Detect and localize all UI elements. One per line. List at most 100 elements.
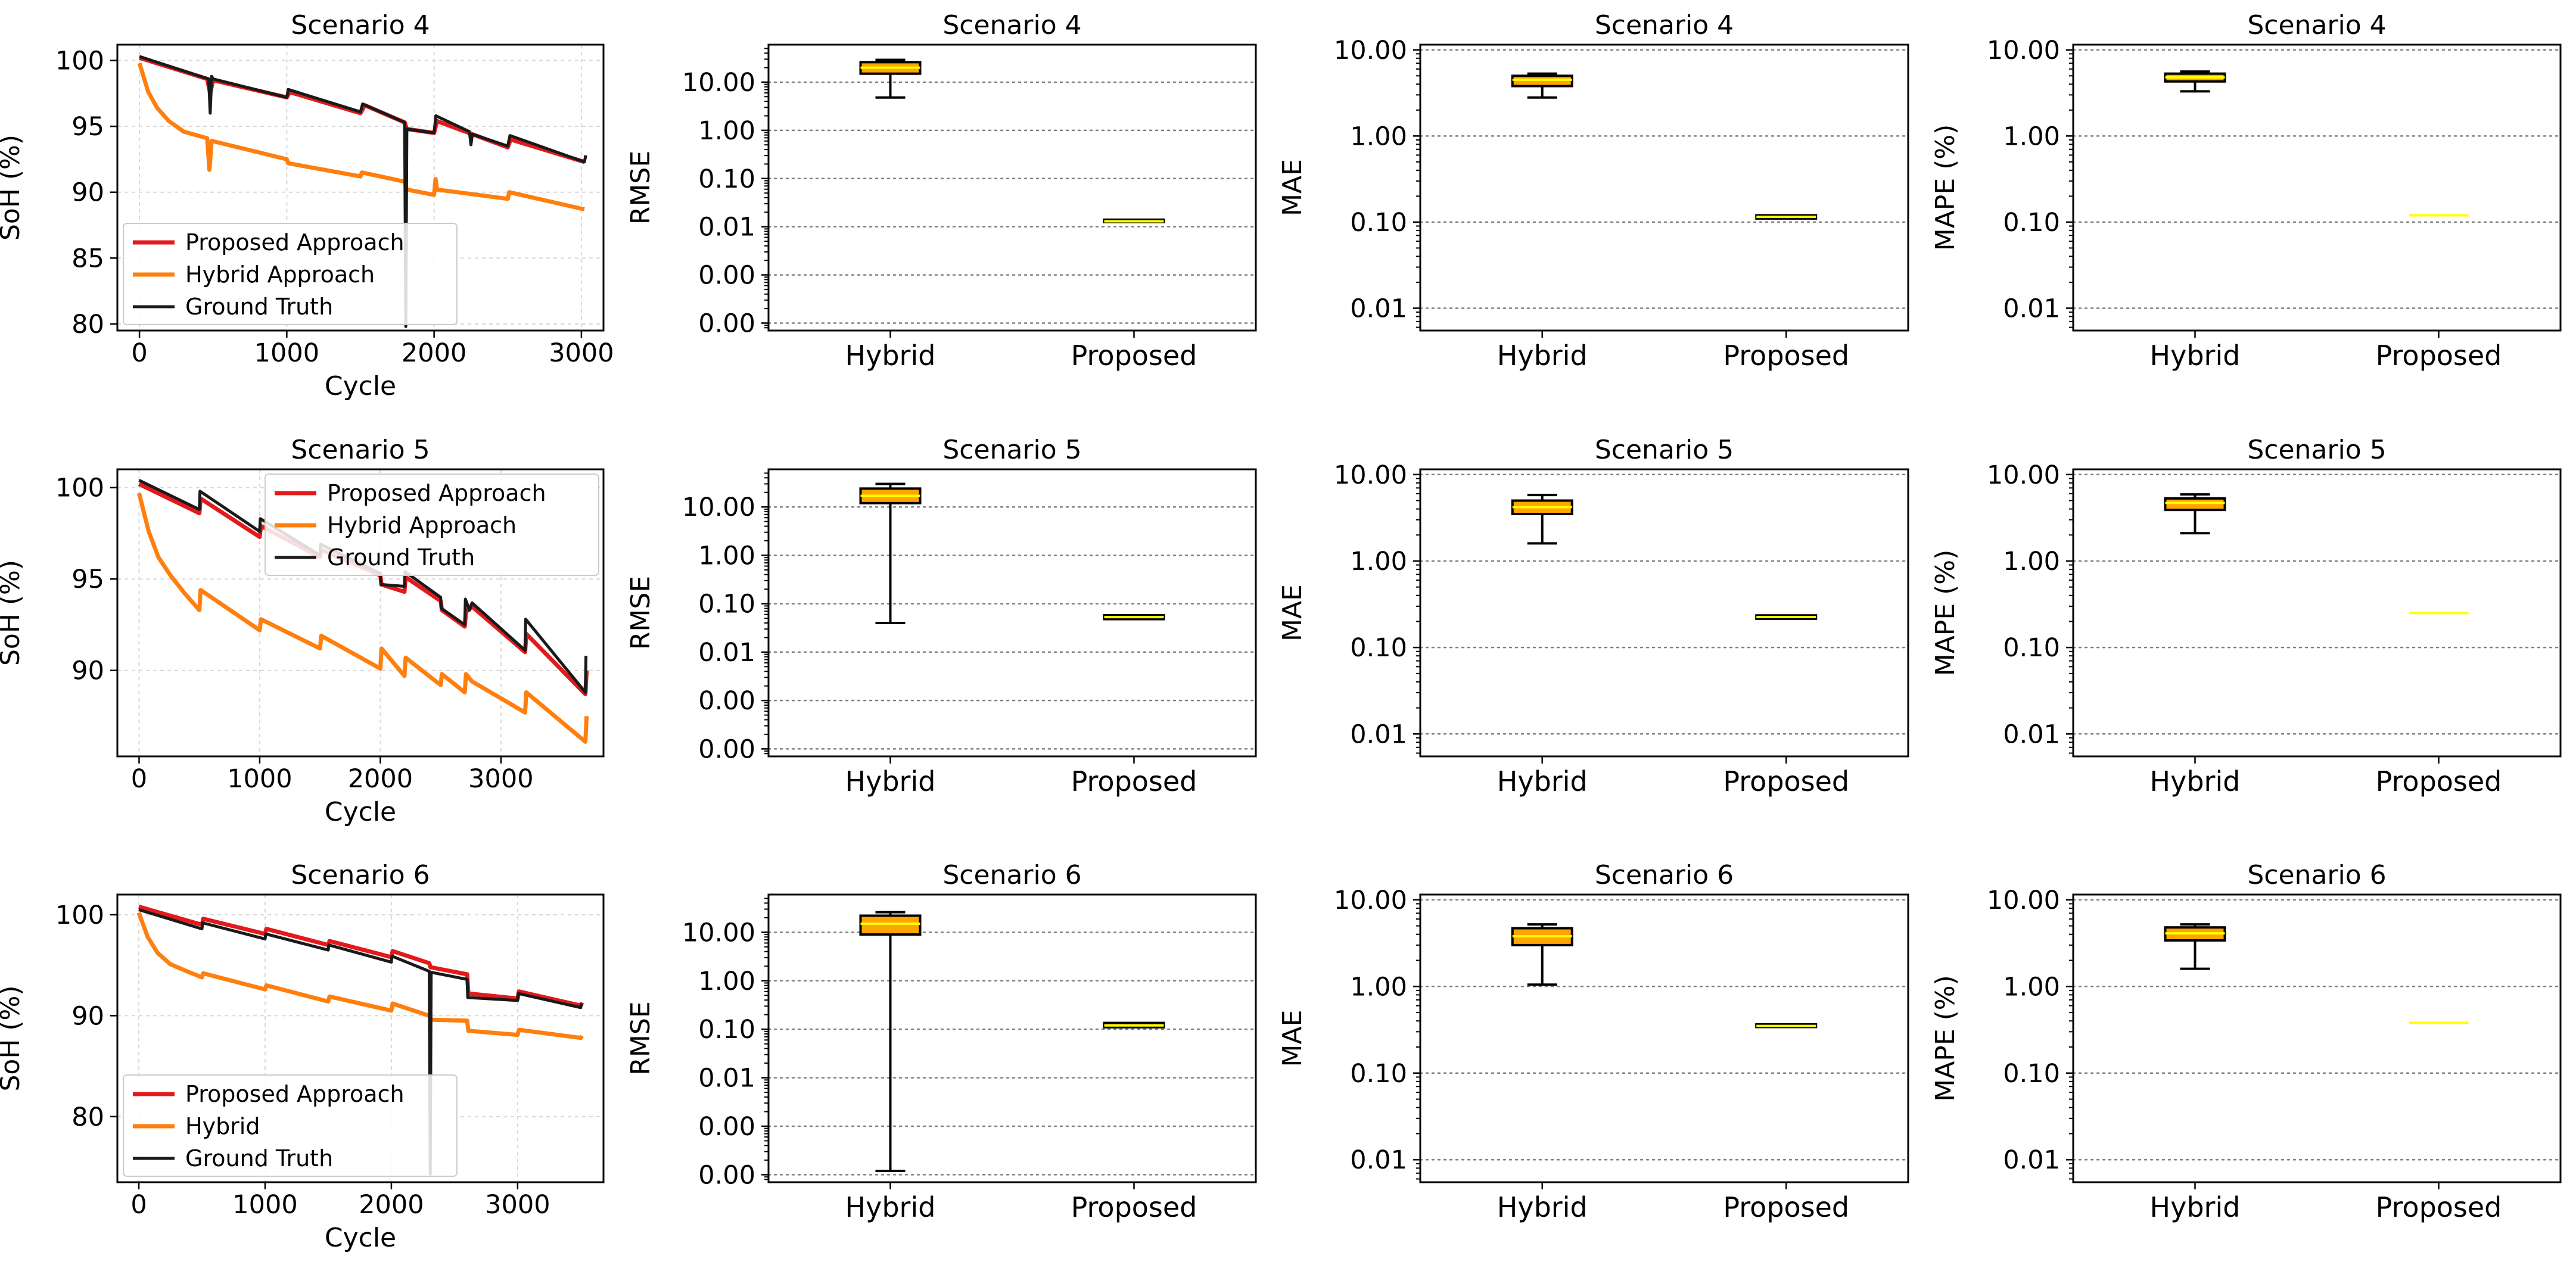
- y-tick-label: 10.00: [682, 918, 755, 948]
- plot-frame: [116, 893, 605, 1183]
- subplot-10: Scenario 4 MAPE (%) 10.00 1.00 0.10 0.01 Hybri…: [1930, 10, 2562, 372]
- y-tick-label: 0.01: [1350, 294, 1407, 323]
- plot-frame: [1419, 893, 1909, 1183]
- x-tick-label: 0: [130, 1190, 147, 1220]
- plot-frame: [767, 893, 1257, 1183]
- grid: [767, 81, 1257, 324]
- y-tick-label: 10.00: [682, 493, 755, 522]
- y-axis-label: MAE: [1277, 1010, 1308, 1067]
- y-tick-label: 0.10: [1350, 1059, 1407, 1089]
- x-tick-label: Proposed: [1071, 1191, 1197, 1223]
- subplot-title: Scenario 5: [2247, 435, 2386, 465]
- y-tick-label: 0.00: [698, 1112, 755, 1142]
- x-tick-label: 1000: [227, 764, 292, 794]
- legend-label: Proposed Approach: [185, 229, 405, 256]
- y-tick-label: 100: [55, 46, 104, 76]
- y-tick-label: 95: [71, 565, 104, 594]
- x-tick-label: 1000: [254, 338, 319, 368]
- legend-box: [123, 1074, 458, 1177]
- x-tick-label: 0: [131, 338, 147, 368]
- subplot-title: Scenario 5: [1595, 435, 1734, 465]
- y-axis-label: MAE: [1277, 584, 1308, 641]
- legend-box: [123, 223, 458, 325]
- x-tick-label: Hybrid: [2150, 1191, 2241, 1223]
- y-axis-label: RMSE: [626, 151, 656, 225]
- plot-frame: [767, 468, 1257, 758]
- legend-label: Hybrid Approach: [185, 261, 375, 288]
- y-tick-label: 0.10: [2003, 633, 2060, 663]
- y-tick-label: 0.00: [698, 309, 755, 338]
- box-proposed: [1103, 613, 1165, 621]
- y-tick-label: 1.00: [2003, 547, 2060, 577]
- y-tick-label: 1.00: [698, 116, 755, 146]
- legend-label: Hybrid: [185, 1113, 260, 1139]
- y-axis-label: MAPE (%): [1930, 124, 1961, 251]
- subplot-12: Scenario 6 MAPE (%) 10.00 1.00 0.10 0.01 Hybri…: [1930, 860, 2562, 1223]
- plot-frame: [116, 43, 605, 332]
- subplot-7: Scenario 4 MAE 10.00 1.00 0.10 0.01 Hybrid Prop…: [1277, 10, 1909, 372]
- box-hybrid: [859, 58, 922, 99]
- box-proposed: [1755, 614, 1818, 620]
- subplot-11: Scenario 5 MAPE (%) 10.00 1.00 0.10 0.01 Hybri…: [1930, 435, 2562, 797]
- grid: [2072, 899, 2562, 1161]
- x-tick-label: Hybrid: [845, 765, 936, 797]
- y-tick-label: 10.00: [1334, 36, 1407, 66]
- x-tick-label: Proposed: [1723, 765, 1849, 797]
- x-tick-label: 2000: [359, 1190, 424, 1220]
- box-hybrid: [2164, 70, 2226, 93]
- box-proposed: [1103, 218, 1165, 223]
- y-tick-label: 1.00: [1350, 547, 1407, 577]
- series-line-2: [137, 62, 585, 211]
- subplot-title: Scenario 6: [2247, 860, 2386, 890]
- subplot-2: Scenario 5 SoH (%) 0 1000 2000 3000 90 95 100 Cyc…: [0, 435, 605, 827]
- y-tick-label: 0.01: [2003, 294, 2060, 323]
- y-tick-label: 10.00: [1334, 460, 1407, 490]
- grid: [2072, 49, 2562, 309]
- x-tick-label: Proposed: [1071, 765, 1197, 797]
- x-tick-label: Hybrid: [2150, 765, 2241, 797]
- y-tick-label: 95: [71, 112, 104, 142]
- x-tick-label: Proposed: [1723, 339, 1849, 372]
- plot-frame: [2072, 468, 2562, 758]
- x-axis-label: Cycle: [325, 797, 396, 827]
- grid: [1419, 899, 1909, 1161]
- subplot-title: Scenario 4: [291, 10, 430, 40]
- subplot-title: Scenario 6: [942, 860, 1081, 890]
- box-hybrid: [1511, 923, 1573, 986]
- y-tick-label: 10.00: [1334, 886, 1407, 915]
- box-proposed: [1755, 214, 1818, 220]
- y-tick-label: 85: [71, 244, 104, 273]
- x-tick-label: Proposed: [2376, 765, 2502, 797]
- y-tick-label: 1.00: [1350, 121, 1407, 151]
- y-tick-label: 90: [71, 178, 104, 208]
- y-tick-label: 0.10: [1350, 633, 1407, 663]
- x-tick-label: Proposed: [1071, 339, 1197, 372]
- y-tick-label: 0.00: [698, 261, 755, 291]
- plot-frame: [767, 43, 1257, 332]
- legend-label: Ground Truth: [327, 544, 475, 571]
- x-tick-label: Hybrid: [1497, 765, 1588, 797]
- y-tick-label: 10.00: [1987, 460, 2060, 490]
- legend-label: Ground Truth: [185, 1145, 333, 1171]
- x-tick-label: 1000: [232, 1190, 297, 1220]
- y-axis-label: MAE: [1277, 159, 1308, 216]
- x-tick-label: 3000: [549, 338, 614, 368]
- box-hybrid: [859, 482, 922, 625]
- plot-frame: [1419, 468, 1909, 758]
- legend-label: Ground Truth: [185, 294, 333, 320]
- subplot-3: Scenario 6 SoH (%) 0 1000 2000 3000 80 90 100 Cyc…: [0, 860, 605, 1253]
- subplot-title: Scenario 4: [2247, 10, 2386, 40]
- x-tick-label: 3000: [485, 1190, 550, 1220]
- y-tick-label: 0.10: [2003, 208, 2060, 238]
- box-body: [1511, 74, 1573, 88]
- box-hybrid: [859, 911, 922, 1172]
- x-tick-label: 3000: [468, 764, 533, 794]
- legend: Proposed Approach Hybrid Ground Truth: [123, 1074, 458, 1177]
- y-tick-label: 80: [71, 310, 104, 339]
- box-proposed: [1755, 1023, 1818, 1029]
- y-tick-label: 1.00: [1350, 972, 1407, 1002]
- subplot-9: Scenario 6 MAE 10.00 1.00 0.10 0.01 Hybrid Prop…: [1277, 860, 1909, 1223]
- y-tick-label: 100: [55, 901, 104, 930]
- grid: [1419, 49, 1909, 309]
